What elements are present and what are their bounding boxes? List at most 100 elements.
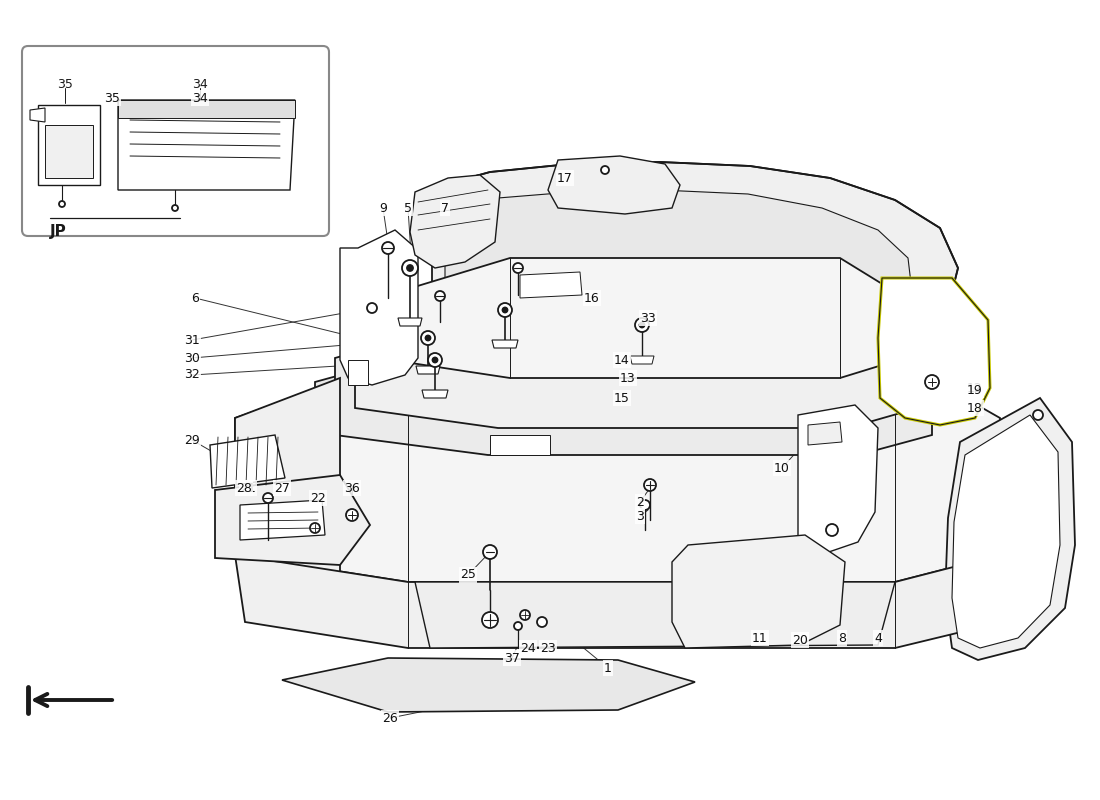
- Text: 29: 29: [184, 434, 200, 446]
- Polygon shape: [415, 582, 895, 648]
- Text: 33: 33: [640, 311, 656, 325]
- Text: 27: 27: [274, 482, 290, 494]
- Circle shape: [59, 201, 65, 207]
- Text: 10: 10: [774, 462, 790, 474]
- Circle shape: [432, 358, 438, 362]
- Polygon shape: [235, 358, 1000, 582]
- Circle shape: [639, 322, 645, 327]
- Circle shape: [498, 303, 512, 317]
- Polygon shape: [214, 475, 370, 565]
- Polygon shape: [39, 105, 100, 185]
- Polygon shape: [490, 435, 550, 455]
- Polygon shape: [412, 162, 958, 330]
- Polygon shape: [672, 535, 845, 648]
- Polygon shape: [398, 318, 422, 326]
- Polygon shape: [118, 100, 295, 118]
- Text: 23: 23: [540, 642, 556, 654]
- Text: 13: 13: [620, 371, 636, 385]
- Text: 1: 1: [604, 662, 612, 674]
- Text: 12: 12: [967, 382, 983, 394]
- Text: 24: 24: [520, 642, 536, 654]
- Polygon shape: [798, 405, 878, 555]
- Circle shape: [601, 166, 609, 174]
- Circle shape: [514, 622, 522, 630]
- Circle shape: [428, 353, 442, 367]
- Text: 32: 32: [184, 369, 200, 382]
- Polygon shape: [410, 175, 500, 268]
- Circle shape: [644, 479, 656, 491]
- Circle shape: [520, 610, 530, 620]
- Polygon shape: [378, 258, 905, 378]
- FancyBboxPatch shape: [22, 46, 329, 236]
- Text: 2: 2: [636, 495, 644, 509]
- Polygon shape: [348, 360, 369, 385]
- Text: 22: 22: [310, 491, 326, 505]
- Circle shape: [482, 612, 498, 628]
- Text: JP: JP: [50, 224, 67, 239]
- Text: 6: 6: [191, 291, 199, 305]
- Polygon shape: [548, 156, 680, 214]
- Polygon shape: [422, 390, 448, 398]
- Circle shape: [513, 263, 522, 273]
- Circle shape: [346, 509, 358, 521]
- Polygon shape: [235, 378, 340, 582]
- Circle shape: [172, 205, 178, 211]
- Polygon shape: [630, 356, 654, 364]
- Text: 35: 35: [57, 78, 73, 90]
- Circle shape: [503, 307, 507, 313]
- Text: 37: 37: [504, 651, 520, 665]
- Polygon shape: [30, 108, 45, 122]
- Polygon shape: [355, 290, 918, 428]
- Text: 7: 7: [441, 202, 449, 214]
- Polygon shape: [240, 500, 324, 540]
- Text: 36: 36: [344, 482, 360, 494]
- Text: 18: 18: [967, 402, 983, 414]
- Polygon shape: [340, 230, 418, 385]
- Text: 17: 17: [557, 171, 573, 185]
- Circle shape: [367, 303, 377, 313]
- Text: 19: 19: [967, 383, 983, 397]
- Text: 25: 25: [460, 569, 476, 582]
- Text: 3: 3: [636, 510, 644, 522]
- Text: 35: 35: [104, 91, 120, 105]
- Polygon shape: [432, 190, 912, 325]
- Text: 15: 15: [614, 391, 630, 405]
- Circle shape: [640, 500, 650, 510]
- Circle shape: [925, 375, 939, 389]
- Text: 5: 5: [404, 202, 412, 214]
- Text: eurocarparts: eurocarparts: [266, 391, 854, 469]
- Polygon shape: [315, 338, 945, 482]
- Text: 8: 8: [838, 631, 846, 645]
- Polygon shape: [878, 278, 990, 425]
- Text: 11: 11: [752, 631, 768, 645]
- Circle shape: [402, 260, 418, 276]
- Circle shape: [1033, 410, 1043, 420]
- Text: 28: 28: [236, 482, 252, 494]
- Circle shape: [426, 335, 430, 341]
- Polygon shape: [808, 422, 842, 445]
- Text: 34: 34: [192, 91, 208, 105]
- Polygon shape: [45, 125, 94, 178]
- Polygon shape: [520, 272, 582, 298]
- Text: 9: 9: [379, 202, 387, 214]
- Text: 14: 14: [614, 354, 630, 366]
- Text: 26: 26: [382, 711, 398, 725]
- Polygon shape: [235, 555, 1000, 648]
- Polygon shape: [416, 366, 440, 374]
- Circle shape: [434, 291, 446, 301]
- Text: 30: 30: [184, 351, 200, 365]
- Polygon shape: [118, 100, 295, 190]
- Polygon shape: [492, 340, 518, 348]
- Circle shape: [421, 331, 434, 345]
- Text: a passion for parts since 1965: a passion for parts since 1965: [421, 480, 758, 500]
- Text: 31: 31: [184, 334, 200, 346]
- Circle shape: [382, 242, 394, 254]
- Circle shape: [263, 493, 273, 503]
- Text: 20: 20: [792, 634, 807, 646]
- Circle shape: [407, 265, 412, 271]
- Circle shape: [826, 524, 838, 536]
- Text: 21: 21: [240, 482, 256, 494]
- Circle shape: [635, 318, 649, 332]
- Text: 4: 4: [874, 631, 882, 645]
- Polygon shape: [952, 415, 1060, 648]
